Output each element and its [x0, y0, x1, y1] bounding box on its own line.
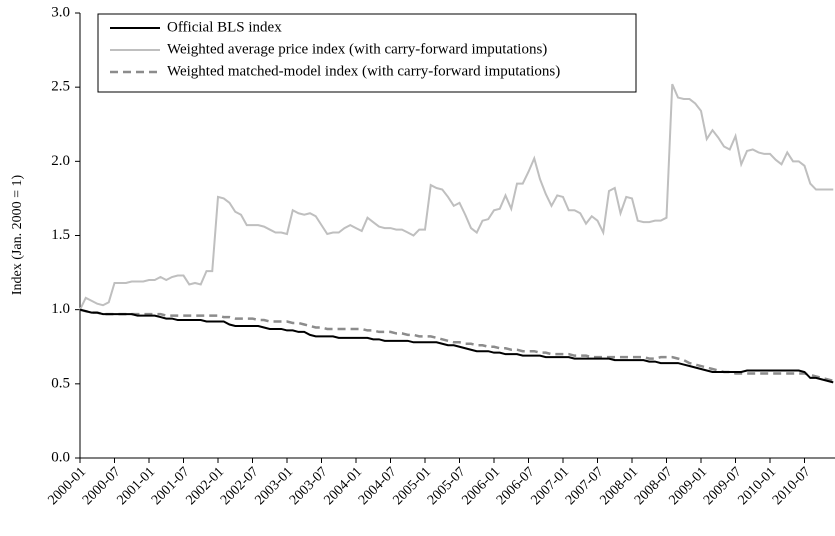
y-tick-label: 2.0 — [51, 153, 70, 169]
legend-label: Official BLS index — [167, 19, 282, 35]
x-tick-label: 2003-07 — [287, 464, 331, 508]
x-tick-label: 2010-01 — [735, 464, 779, 508]
line-series — [79, 308, 834, 383]
x-tick-label: 2005-07 — [425, 464, 469, 508]
y-tick-label: 2.5 — [51, 79, 70, 95]
x-tick-label: 2008-07 — [632, 464, 676, 508]
x-tick-label: 2002-07 — [218, 464, 262, 508]
legend-label: Weighted average price index (with carry… — [167, 41, 547, 57]
y-tick-label: 3.0 — [51, 4, 70, 20]
legend-label: Weighted matched-model index (with carry… — [167, 63, 560, 79]
y-axis-label: Index (Jan. 2000 = 1) — [10, 175, 25, 296]
x-tick-label: 2001-01 — [114, 464, 158, 508]
y-tick-label: 1.5 — [51, 227, 70, 243]
x-tick-label: 2008-01 — [597, 464, 641, 508]
y-tick-label: 0.5 — [51, 375, 70, 391]
x-tick-label: 2005-01 — [390, 464, 434, 508]
x-tick-label: 2007-07 — [563, 464, 607, 508]
x-tick-label: 2010-07 — [770, 464, 814, 508]
x-tick-label: 2009-07 — [701, 464, 745, 508]
y-tick-label: 0.0 — [51, 449, 70, 465]
x-tick-label: 2000-07 — [80, 464, 124, 508]
x-tick-label: 2007-01 — [528, 464, 572, 508]
x-tick-label: 2009-01 — [666, 464, 710, 508]
x-tick-label: 2004-01 — [321, 464, 365, 508]
x-tick-label: 2003-01 — [252, 464, 296, 508]
line-series — [79, 308, 834, 384]
x-tick-label: 2001-07 — [149, 464, 193, 508]
x-tick-label: 2006-01 — [459, 464, 503, 508]
legend-box — [97, 13, 637, 93]
x-tick-label: 2006-07 — [494, 464, 538, 508]
x-tick-label: 2000-01 — [45, 464, 89, 508]
x-tick-label: 2004-07 — [356, 464, 400, 508]
y-tick-label: 1.0 — [51, 301, 70, 317]
line-series — [79, 83, 834, 311]
x-tick-label: 2002-01 — [183, 464, 227, 508]
